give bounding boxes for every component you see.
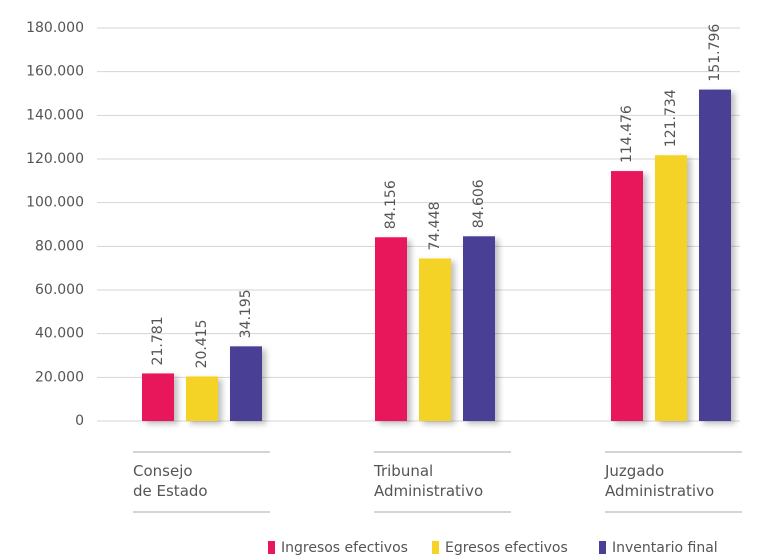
value-label: 114.476 bbox=[619, 105, 635, 163]
value-label: 151.796 bbox=[707, 24, 723, 82]
bar bbox=[699, 89, 731, 421]
x-tick-label: Tribunal Administrativo bbox=[374, 462, 484, 500]
bar bbox=[611, 171, 643, 421]
y-tick-label: 120.000 bbox=[26, 151, 84, 167]
y-tick-label: 100.000 bbox=[26, 195, 84, 211]
bar bbox=[230, 346, 262, 421]
y-tick-label: 140.000 bbox=[26, 107, 84, 123]
x-tick-label: Juzgado Administrativo bbox=[605, 462, 715, 500]
bar bbox=[655, 155, 687, 421]
bar bbox=[142, 373, 174, 421]
legend-label: Egresos efectivos bbox=[445, 540, 568, 556]
legend-label: Ingresos efectivos bbox=[281, 540, 408, 556]
y-tick-label: 20.000 bbox=[35, 369, 84, 385]
value-label: 20.415 bbox=[194, 319, 210, 368]
value-label: 84.156 bbox=[383, 180, 399, 229]
value-label: 21.781 bbox=[150, 316, 166, 365]
legend-swatch bbox=[432, 541, 439, 554]
x-tick-label: Consejo de Estado bbox=[133, 462, 208, 500]
y-tick-label: 0 bbox=[75, 413, 84, 429]
value-label: 121.734 bbox=[663, 89, 679, 147]
value-label: 84.606 bbox=[471, 179, 487, 228]
bar bbox=[375, 237, 407, 421]
y-tick-label: 180.000 bbox=[26, 20, 84, 36]
value-label: 74.448 bbox=[427, 201, 443, 250]
bar bbox=[419, 258, 451, 421]
legend-label: Inventario final bbox=[612, 540, 718, 556]
y-tick-label: 160.000 bbox=[26, 64, 84, 80]
bar bbox=[463, 236, 495, 421]
legend-swatch bbox=[599, 541, 606, 554]
y-tick-label: 80.000 bbox=[35, 238, 84, 254]
y-tick-label: 40.000 bbox=[35, 326, 84, 342]
y-tick-label: 60.000 bbox=[35, 282, 84, 298]
value-label: 34.195 bbox=[238, 289, 254, 338]
legend-swatch bbox=[268, 541, 275, 554]
bar bbox=[186, 376, 218, 421]
